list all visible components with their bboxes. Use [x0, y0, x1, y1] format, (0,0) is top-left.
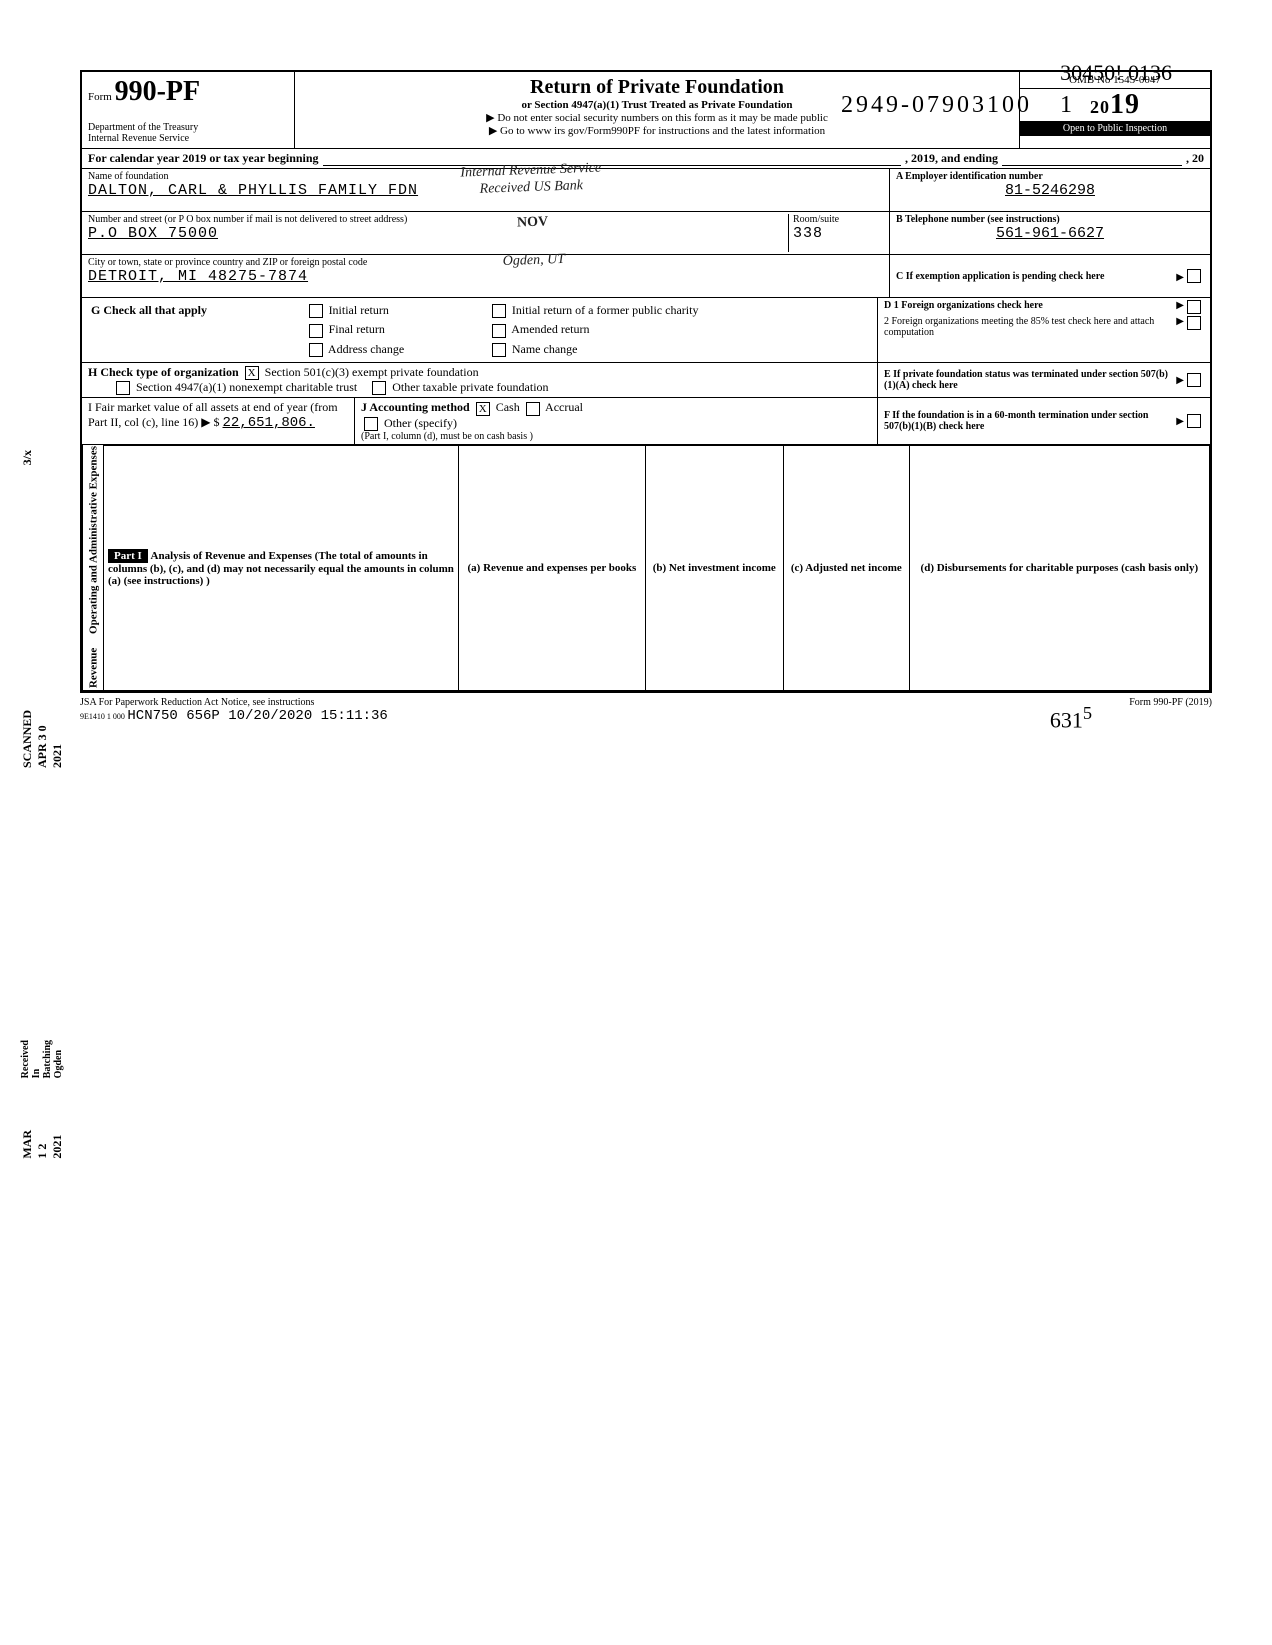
form-title: Return of Private Foundation	[301, 76, 1013, 99]
form-subtitle1: or Section 4947(a)(1) Trust Treated as P…	[301, 99, 1013, 111]
margin-3x: 3/x	[20, 450, 35, 465]
form-subtitle3: ▶ Go to www irs gov/Form990PF for instru…	[301, 124, 1013, 137]
g-o5: Amended return	[511, 322, 589, 336]
irs-label: Internal Revenue Service	[88, 133, 288, 144]
cb-cash[interactable]: X	[476, 402, 490, 416]
col-a: (a) Revenue and expenses per books	[459, 445, 645, 690]
header-left: Form 990-PF Department of the Treasury I…	[82, 72, 295, 148]
foundation-addr: P.O BOX 75000	[88, 225, 788, 242]
cb-d1[interactable]	[1187, 300, 1201, 314]
part1-label: Part I	[108, 549, 148, 563]
cb-initial[interactable]	[309, 304, 323, 318]
col-b: (b) Net investment income	[645, 445, 783, 690]
exemption-checkbox[interactable]	[1187, 269, 1201, 283]
ein-label: A Employer identification number	[896, 171, 1204, 182]
g-o2: Final return	[329, 322, 385, 336]
cb-501c3[interactable]: X	[245, 366, 259, 380]
year-prefix: 20	[1090, 97, 1110, 117]
cb-final[interactable]	[309, 324, 323, 338]
cb-other-tax[interactable]	[372, 381, 386, 395]
phone-label: B Telephone number (see instructions)	[896, 214, 1204, 225]
cb-initial-public[interactable]	[492, 304, 506, 318]
cb-other[interactable]	[364, 417, 378, 431]
addr-label: Number and street (or P O box number if …	[88, 214, 788, 225]
cb-d2[interactable]	[1187, 316, 1201, 330]
part1-hdr-desc: Analysis of Revenue and Expenses (The to…	[108, 550, 454, 587]
g-o3: Address change	[328, 342, 404, 356]
header-mid: Return of Private Foundation or Section …	[295, 72, 1019, 148]
handwriting-bottom-right: 6315	[1050, 703, 1092, 733]
h-label: H Check type of organization	[88, 365, 239, 379]
form-body: Form 990-PF Department of the Treasury I…	[80, 70, 1212, 693]
exemption-label: C If exemption application is pending ch…	[896, 271, 1172, 282]
form-subtitle2: ▶ Do not enter social security numbers o…	[301, 111, 1013, 124]
footer-left1: JSA For Paperwork Reduction Act Notice, …	[80, 697, 314, 708]
footer-mid: HCN750 656P 10/20/2020 15:11:36	[127, 708, 387, 724]
form-number: 990-PF	[115, 76, 201, 107]
irs-received-stamp: Internal Revenue Service Received US Ban…	[460, 161, 604, 273]
handwriting-one: 1	[1060, 92, 1072, 119]
d-l2: 2 Foreign organizations meeting the 85% …	[884, 316, 1172, 338]
room-label: Room/suite	[793, 214, 883, 225]
stamp-l3: NOV	[462, 212, 603, 234]
cb-namechg[interactable]	[492, 343, 506, 357]
i-value: 22,651,806.	[223, 415, 315, 431]
cb-f[interactable]	[1187, 414, 1201, 428]
part1-table: Revenue Operating and Administrative Exp…	[82, 445, 1210, 691]
h-o1: Section 501(c)(3) exempt private foundat…	[265, 365, 479, 379]
dept-treasury: Department of the Treasury	[88, 122, 288, 133]
cb-4947[interactable]	[116, 381, 130, 395]
section-ijf: I Fair market value of all assets at end…	[82, 398, 1210, 445]
j-accrual: Accrual	[545, 400, 583, 414]
stamp-received: Received In Batching Ogden	[20, 1040, 64, 1078]
col-c: (c) Adjusted net income	[784, 445, 910, 690]
side-revenue: Revenue Operating and Administrative Exp…	[83, 445, 104, 690]
cal-end: , 20	[1186, 151, 1204, 166]
cb-address[interactable]	[309, 343, 323, 357]
col-d: (d) Disbursements for charitable purpose…	[909, 445, 1209, 690]
calendar-year-row: For calendar year 2019 or tax year begin…	[82, 149, 1210, 169]
ein-value: 81-5246298	[896, 182, 1204, 199]
h-o3: Other taxable private foundation	[392, 380, 548, 394]
j-cash: Cash	[496, 400, 520, 414]
section-h-e: H Check type of organization X Section 5…	[82, 363, 1210, 399]
h-o2: Section 4947(a)(1) nonexempt charitable …	[136, 380, 357, 394]
g-label: G Check all that apply	[90, 302, 303, 319]
room-value: 338	[793, 225, 883, 242]
arrow-icon	[1172, 269, 1184, 284]
section-g-d: G Check all that apply Initial return In…	[82, 298, 1210, 363]
name-block: Internal Revenue Service Received US Ban…	[82, 169, 1210, 298]
arrow-icon	[1172, 375, 1184, 386]
stamp-scanned: SCANNED APR 3 0 2021	[20, 710, 65, 768]
form-header: Form 990-PF Department of the Treasury I…	[82, 72, 1210, 149]
j-label: J Accounting method	[361, 400, 470, 414]
arrow-icon	[1172, 416, 1184, 427]
cb-accrual[interactable]	[526, 402, 540, 416]
j-other: Other (specify)	[384, 416, 457, 430]
j-note: (Part I, column (d), must be on cash bas…	[361, 431, 871, 442]
e-text: E If private foundation status was termi…	[884, 369, 1172, 391]
f-text: F If the foundation is in a 60-month ter…	[884, 410, 1172, 432]
footer-right: Form 990-PF (2019)	[1129, 697, 1212, 724]
cal-begin: For calendar year 2019 or tax year begin…	[88, 151, 319, 166]
page-footer: JSA For Paperwork Reduction Act Notice, …	[80, 693, 1212, 728]
handwriting-top-right: 30450! 0136	[1060, 60, 1172, 86]
year-big: 19	[1110, 89, 1140, 120]
cb-e[interactable]	[1187, 373, 1201, 387]
arrow-icon	[1172, 300, 1184, 314]
footer-left2: 9E1410 1 000	[80, 712, 125, 721]
g-o6: Name change	[512, 342, 578, 356]
g-o1: Initial return	[329, 303, 389, 317]
arrow-icon	[1172, 316, 1184, 338]
d-l1: D 1 Foreign organizations check here	[884, 300, 1172, 314]
cal-mid: , 2019, and ending	[905, 151, 998, 166]
stamp-mar: MAR 1 2 2021	[20, 1130, 65, 1159]
open-inspection: Open to Public Inspection	[1020, 121, 1210, 136]
cb-amended[interactable]	[492, 324, 506, 338]
form-prefix: Form	[88, 91, 112, 103]
phone-value: 561-961-6627	[896, 225, 1204, 242]
g-o4: Initial return of a former public charit…	[512, 303, 699, 317]
